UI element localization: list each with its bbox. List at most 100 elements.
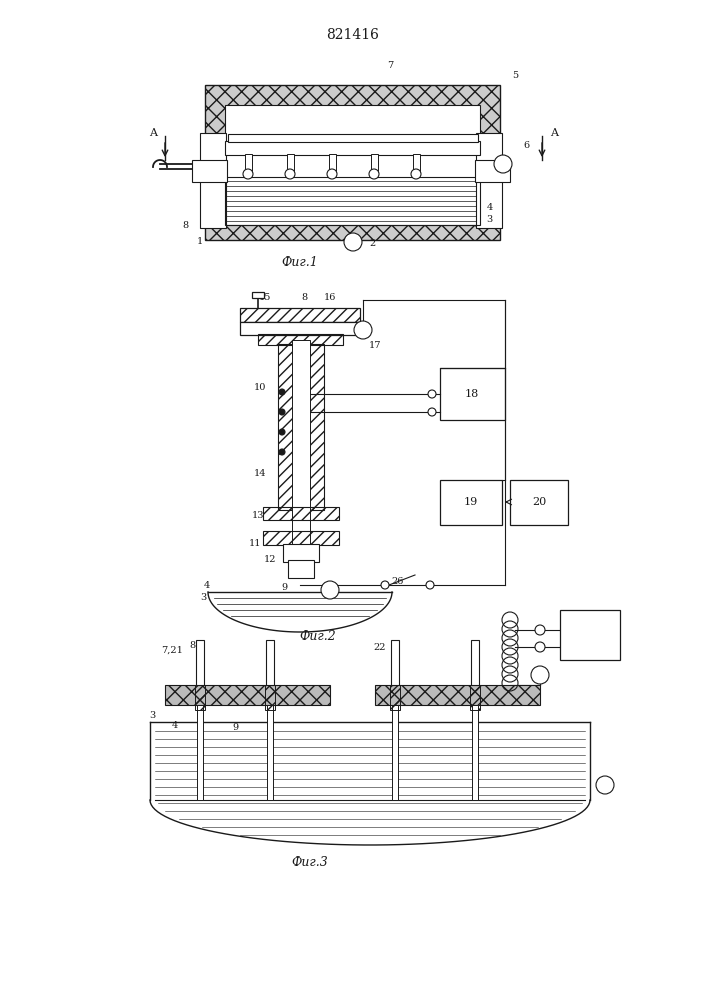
Circle shape (279, 429, 285, 435)
Bar (375, 685, 540, 705)
Circle shape (279, 389, 285, 395)
Text: 3: 3 (149, 710, 155, 720)
Bar (278, 344, 324, 510)
Bar (165, 685, 330, 705)
Circle shape (279, 449, 285, 455)
Text: 10: 10 (254, 383, 267, 392)
Text: 4: 4 (487, 202, 493, 212)
Text: ⊖: ⊖ (349, 237, 358, 247)
Circle shape (321, 581, 339, 599)
Bar (471, 640, 479, 685)
Circle shape (428, 408, 436, 416)
Bar (475, 160, 510, 182)
Text: A: A (149, 128, 157, 138)
Circle shape (411, 169, 421, 179)
Text: 3: 3 (200, 592, 206, 601)
Bar (263, 531, 339, 545)
Bar (329, 154, 336, 172)
Bar (391, 640, 399, 685)
Bar (263, 507, 339, 520)
Text: Фиг.3: Фиг.3 (291, 856, 328, 868)
Text: Фиг.2: Фиг.2 (300, 631, 337, 644)
Text: 8: 8 (301, 294, 307, 302)
Bar (200, 133, 226, 228)
Circle shape (426, 581, 434, 589)
Circle shape (354, 321, 372, 339)
Circle shape (531, 666, 549, 684)
Text: 3: 3 (486, 215, 492, 224)
Bar (225, 177, 480, 225)
Text: 2: 2 (370, 239, 376, 248)
Text: 17: 17 (369, 340, 381, 350)
Text: +: + (358, 324, 368, 336)
Bar (560, 610, 620, 660)
Text: 5: 5 (512, 70, 518, 80)
Text: +: + (534, 668, 545, 682)
Bar (240, 308, 360, 322)
Bar (265, 685, 275, 710)
Bar (192, 160, 227, 182)
Text: 18: 18 (583, 630, 597, 640)
Bar (266, 640, 274, 685)
Text: 8: 8 (189, 641, 195, 650)
Text: 4: 4 (172, 720, 178, 730)
Text: 1: 1 (197, 237, 203, 246)
Text: 11: 11 (249, 538, 262, 548)
Bar (225, 141, 480, 155)
Bar (288, 560, 314, 578)
Circle shape (535, 625, 545, 635)
Text: 7,21: 7,21 (161, 646, 183, 654)
Circle shape (596, 776, 614, 794)
Bar (205, 85, 500, 240)
Text: 14: 14 (254, 468, 267, 478)
Text: A: A (550, 128, 558, 138)
Text: 4: 4 (204, 580, 210, 589)
Bar (390, 685, 400, 710)
Text: 15: 15 (259, 294, 271, 302)
Text: 12: 12 (264, 556, 276, 564)
Text: 26: 26 (392, 578, 404, 586)
Text: 9: 9 (232, 722, 238, 732)
Bar (240, 322, 360, 335)
Text: 821416: 821416 (327, 28, 380, 42)
Bar (440, 368, 505, 420)
Circle shape (535, 642, 545, 652)
Bar (413, 154, 420, 172)
Text: 13: 13 (252, 510, 264, 520)
Bar (252, 292, 264, 298)
Circle shape (344, 233, 362, 251)
Bar (472, 705, 478, 800)
Circle shape (494, 155, 512, 173)
Bar (292, 340, 310, 555)
Text: ⊖: ⊖ (600, 780, 609, 790)
Bar (470, 685, 480, 710)
Circle shape (381, 581, 389, 589)
Bar (225, 105, 480, 225)
Bar (195, 685, 205, 710)
Circle shape (369, 169, 379, 179)
Text: 18: 18 (465, 389, 479, 399)
Bar (228, 134, 478, 142)
Bar (510, 480, 568, 525)
Bar (287, 154, 294, 172)
Text: +: + (498, 157, 508, 170)
Text: 22: 22 (374, 644, 386, 652)
Bar (196, 640, 204, 685)
Text: 16: 16 (324, 294, 337, 302)
Text: 20: 20 (532, 497, 546, 507)
Text: 9: 9 (281, 582, 287, 591)
Bar (371, 154, 378, 172)
Text: 6: 6 (523, 140, 529, 149)
Circle shape (428, 390, 436, 398)
Bar (440, 480, 502, 525)
Bar (245, 154, 252, 172)
Bar (267, 705, 273, 800)
Bar (392, 705, 398, 800)
Text: ⊖: ⊖ (325, 585, 334, 595)
Bar (476, 133, 502, 228)
Circle shape (243, 169, 253, 179)
Text: 8: 8 (182, 221, 188, 230)
Bar (283, 544, 319, 562)
Circle shape (279, 409, 285, 415)
Text: 19: 19 (464, 497, 478, 507)
